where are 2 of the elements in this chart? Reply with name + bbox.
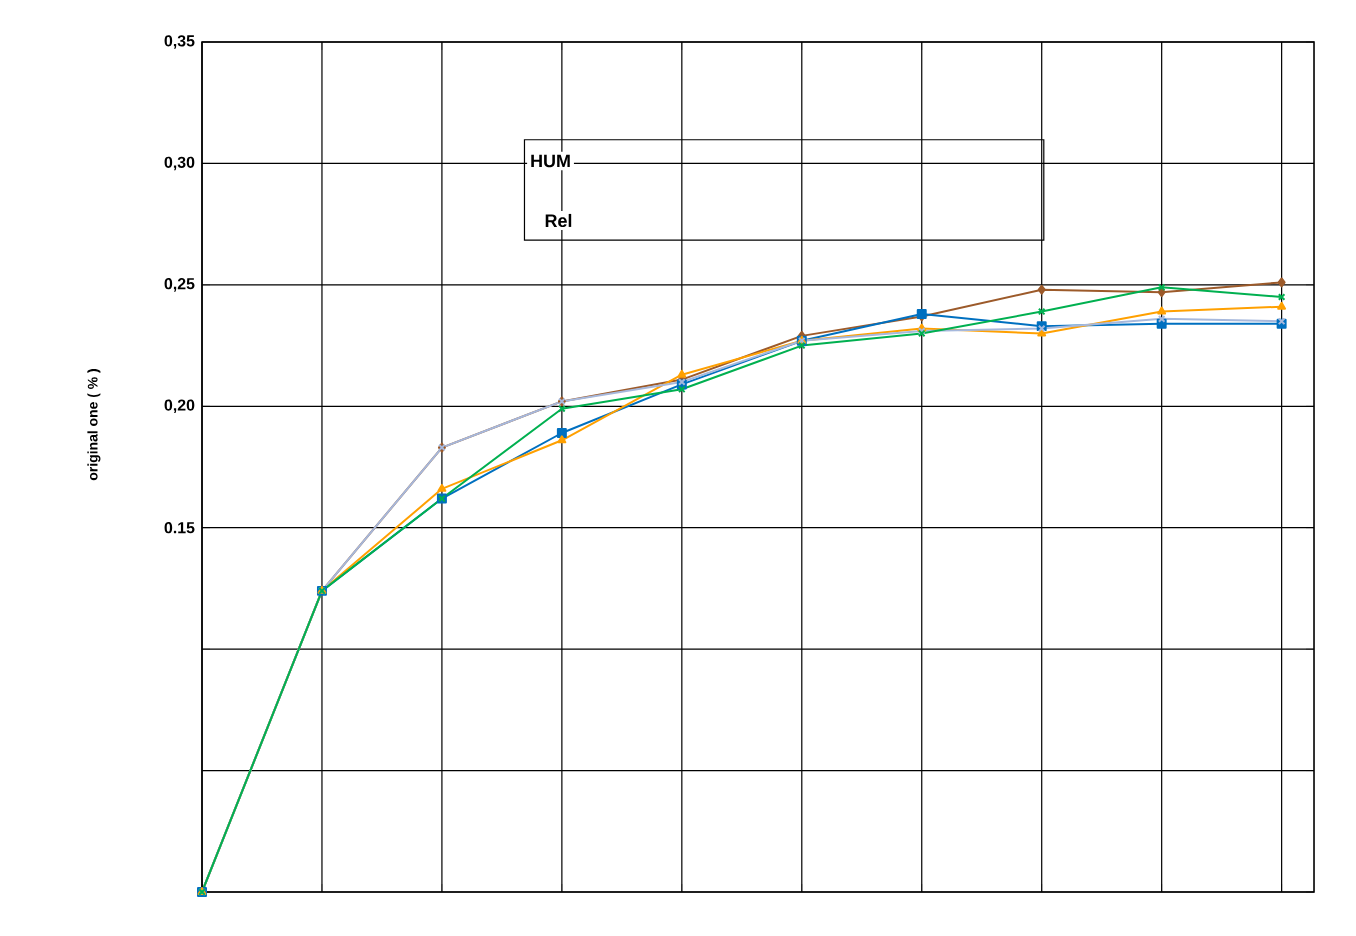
text: HUM	[531, 154, 570, 168]
text: Rel	[545, 213, 572, 228]
